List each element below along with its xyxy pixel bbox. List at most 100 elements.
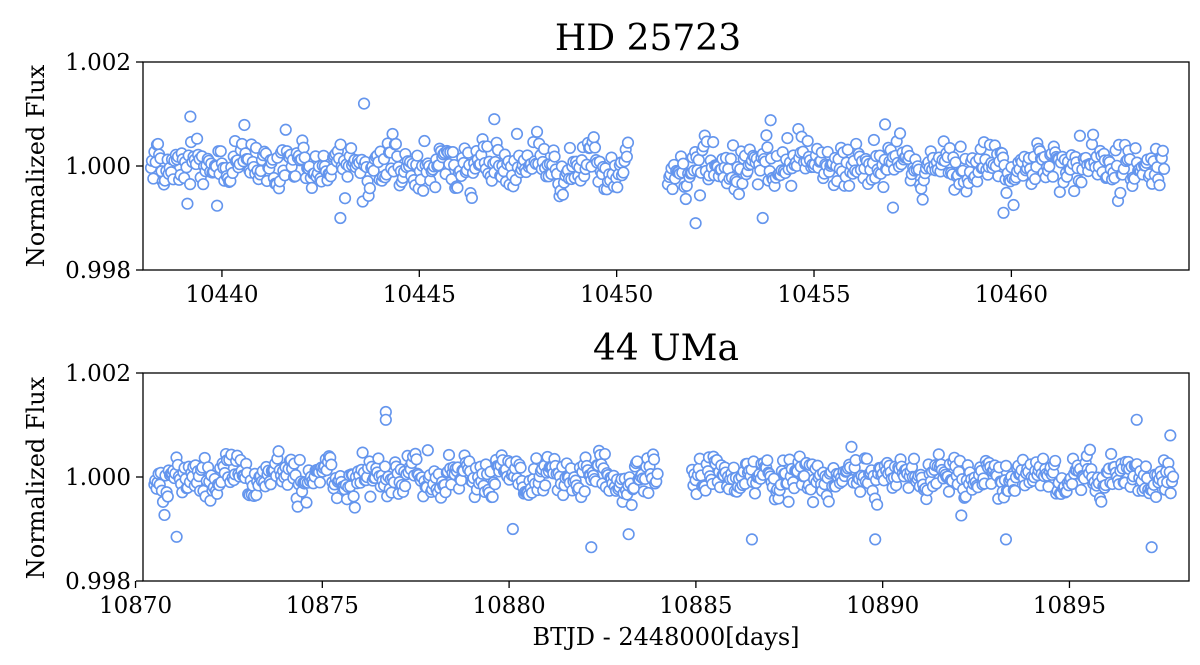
data-point: [184, 110, 197, 123]
data-point: [530, 125, 544, 138]
data-point: [761, 141, 774, 154]
data-point: [1046, 170, 1060, 183]
chart-title: HD 25723: [555, 18, 741, 59]
data-point: [1075, 483, 1088, 497]
data-point: [539, 479, 552, 492]
plot-frame: [142, 61, 1190, 271]
data-point: [625, 498, 638, 512]
data-point: [745, 533, 759, 546]
data-point: [379, 413, 392, 426]
data-point: [1139, 460, 1153, 473]
data-point: [357, 97, 371, 110]
data-point: [1037, 452, 1050, 465]
data-point: [210, 199, 224, 212]
data-point: [689, 217, 702, 230]
x-tick-label: 10890: [846, 593, 919, 619]
data-point: [727, 461, 740, 474]
x-tick-label: 10455: [777, 282, 850, 308]
data-point: [181, 197, 194, 210]
x-tick-label: 10460: [975, 282, 1048, 308]
data-point: [429, 181, 442, 194]
data-point: [854, 485, 867, 498]
data-point: [1149, 490, 1163, 504]
data-point: [421, 444, 434, 457]
data-point: [845, 440, 858, 453]
data-point: [878, 118, 892, 131]
y-tick-label: 0.998: [65, 258, 131, 284]
data-point: [1043, 160, 1056, 173]
data-point: [334, 211, 347, 225]
data-point: [693, 189, 707, 202]
data-point: [442, 448, 456, 462]
data-point: [488, 113, 501, 126]
data-point: [279, 123, 292, 136]
data-point: [999, 459, 1013, 472]
data-point: [563, 141, 577, 155]
data-point: [356, 446, 369, 459]
data-point: [617, 166, 630, 179]
data-point: [297, 141, 310, 154]
data-point: [386, 127, 399, 141]
data-point: [997, 206, 1010, 219]
data-point: [151, 137, 165, 151]
data-point: [364, 490, 377, 503]
data-point: [305, 181, 318, 194]
data-point: [1008, 484, 1021, 497]
y-tick-label: 1.002: [65, 50, 131, 76]
data-point: [611, 181, 624, 194]
data-point: [1086, 128, 1100, 141]
y-tick-label: 1.000: [65, 465, 131, 491]
data-point: [707, 135, 720, 149]
data-point: [642, 486, 655, 500]
data-point: [764, 114, 777, 127]
data-point: [238, 118, 251, 132]
data-point: [506, 522, 519, 536]
data-point: [867, 133, 881, 147]
data-point: [999, 533, 1013, 546]
data-point: [548, 150, 561, 163]
data-point: [272, 445, 285, 458]
data-point: [1075, 176, 1088, 189]
data-point: [621, 136, 635, 149]
data-point: [760, 129, 773, 142]
data-point: [510, 127, 524, 140]
axis-ticks: 10870 10875 10880 10885 10890 10895 0.998 1.000…: [65, 361, 1106, 619]
data-point: [170, 530, 183, 543]
data-point: [587, 131, 600, 144]
data-point: [1166, 470, 1180, 483]
data-point: [313, 476, 327, 489]
x-tick-label: 10885: [659, 593, 732, 619]
data-point: [871, 498, 884, 511]
data-point: [190, 132, 204, 145]
data-point: [184, 178, 197, 191]
data-point: [782, 495, 795, 508]
data-point: [666, 182, 679, 196]
data-point: [877, 180, 890, 194]
y-tick-label: 1.000: [65, 154, 131, 180]
data-point: [293, 453, 306, 467]
data-point: [1083, 443, 1097, 456]
data-point: [378, 460, 392, 473]
data-point: [651, 467, 664, 480]
x-tick-label: 10895: [1033, 593, 1106, 619]
data-point: [622, 528, 635, 541]
data-point: [724, 152, 737, 165]
panel-hd25723: HD 25723 Normalized Flux 10440 10445 10450…: [22, 18, 1190, 308]
data-point: [264, 478, 277, 491]
data-point: [1153, 179, 1166, 192]
data-point: [751, 178, 764, 191]
data-point: [954, 140, 967, 153]
y-axis-label: Normalized Flux: [22, 64, 50, 267]
data-point: [932, 448, 945, 461]
data-point: [806, 496, 820, 509]
data-point: [843, 179, 856, 192]
data-point: [781, 131, 794, 145]
data-point: [289, 170, 302, 183]
data-point: [756, 211, 769, 225]
data-points: [144, 97, 1171, 230]
y-axis-label: Normalized Flux: [22, 376, 50, 579]
x-tick-label: 10870: [99, 593, 172, 619]
data-point: [785, 179, 798, 192]
